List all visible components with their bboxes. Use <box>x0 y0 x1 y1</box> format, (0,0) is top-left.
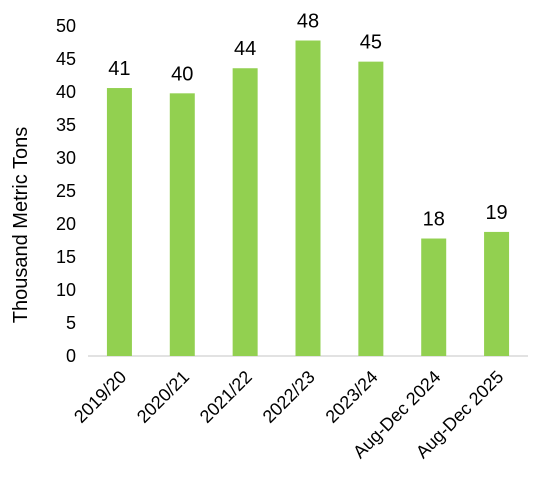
y-tick-label: 30 <box>56 148 76 168</box>
bar <box>421 238 447 356</box>
x-tick-label: 2020/21 <box>133 367 193 427</box>
x-tick-label: 2019/20 <box>70 367 130 427</box>
y-axis-ticks: 0 5 10 15 20 25 30 35 40 45 50 <box>56 16 76 366</box>
y-tick-label: 20 <box>56 214 76 234</box>
bar <box>484 231 510 356</box>
data-label: 48 <box>297 11 319 33</box>
y-tick-label: 5 <box>66 313 76 333</box>
y-tick-label: 10 <box>56 280 76 300</box>
x-axis-ticks: 2019/20 2020/21 2021/22 2022/23 2023/24Aug-D… <box>70 367 507 463</box>
y-tick-label: 35 <box>56 115 76 135</box>
y-tick-label: 0 <box>66 346 76 366</box>
bar <box>169 93 195 356</box>
y-tick-label: 40 <box>56 82 76 102</box>
bar <box>232 68 258 357</box>
y-tick-label: 45 <box>56 49 76 69</box>
bar <box>358 61 384 356</box>
y-axis-title-group: Thousand Metric Tons <box>10 127 32 323</box>
data-label: 40 <box>171 63 193 85</box>
x-tick-label: 2021/22 <box>196 367 256 427</box>
data-labels: 41 40 44 48 45 18 19 <box>108 11 507 231</box>
x-tick-label: 2023/24 <box>322 367 382 427</box>
y-tick-label: 15 <box>56 247 76 267</box>
x-tick-label: 2022/23 <box>259 367 319 427</box>
bar <box>106 88 132 356</box>
bars <box>106 40 510 357</box>
bar <box>295 40 321 357</box>
data-label: 41 <box>108 58 130 80</box>
y-tick-label: 25 <box>56 181 76 201</box>
y-axis-title: Thousand Metric Tons <box>10 127 32 323</box>
data-label: 18 <box>423 209 445 231</box>
data-label: 19 <box>485 202 507 224</box>
y-tick-label: 50 <box>56 16 76 36</box>
data-label: 44 <box>234 38 256 60</box>
data-label: 45 <box>360 32 382 54</box>
